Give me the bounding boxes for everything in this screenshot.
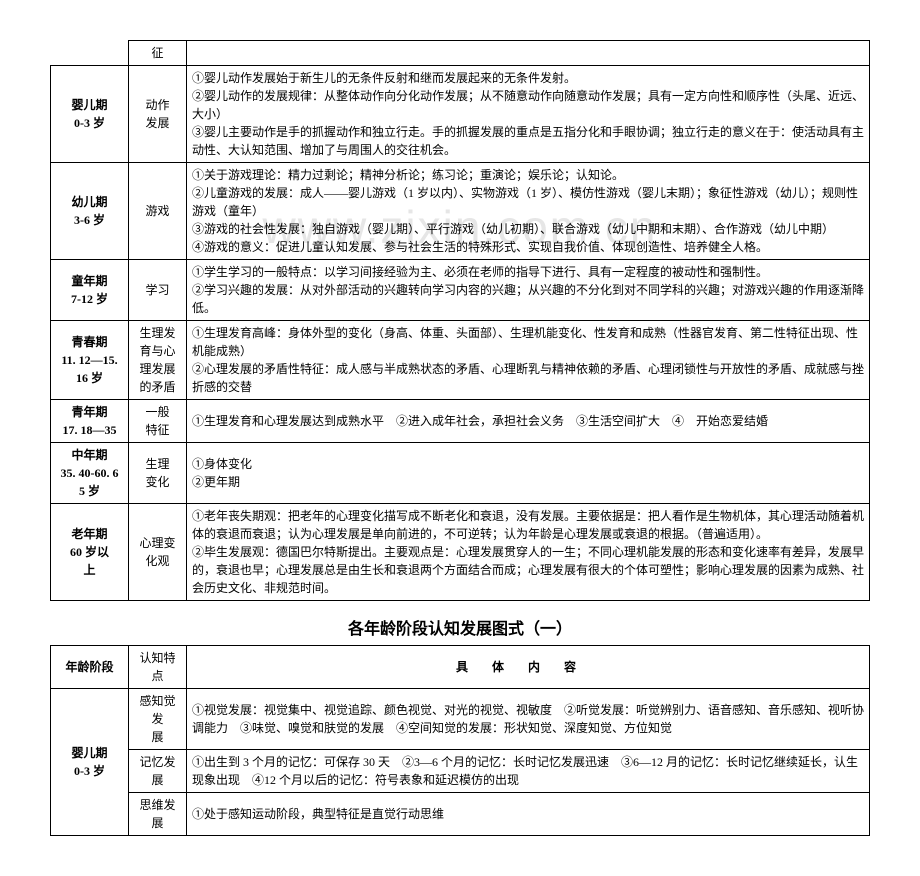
topic-cell: 思维发展: [129, 793, 187, 836]
stage-cell: 幼儿期3-6 岁: [51, 163, 129, 260]
stage-cell: 婴儿期0-3 岁: [51, 66, 129, 163]
table-row: 幼儿期3-6 岁 游戏 ①关于游戏理论：精力过剩论；精神分析论；练习论；重演论；…: [51, 163, 870, 260]
table-row: 婴儿期0-3 岁 感知觉发展 ①视觉发展：视觉集中、视觉追踪、颜色视觉、对光的视…: [51, 689, 870, 750]
topic-cell: 动作发展: [129, 66, 187, 163]
topic-cell: 心理变化观: [129, 504, 187, 601]
header-topic: 认知特点: [129, 646, 187, 689]
stage-cell: 老年期60 岁以上: [51, 504, 129, 601]
content-cell: ①出生到 3 个月的记忆：可保存 30 天 ②3—6 个月的记忆：长时记忆发展迅…: [187, 750, 870, 793]
table-header-row: 年龄阶段 认知特点 具体内容: [51, 646, 870, 689]
content-cell: ①视觉发展：视觉集中、视觉追踪、颜色视觉、对光的视觉、视敏度 ②听觉发展：听觉辨…: [187, 689, 870, 750]
content-cell: ①婴儿动作发展始于新生儿的无条件反射和继而发展起来的无条件发射。②婴儿动作的发展…: [187, 66, 870, 163]
development-stages-table: 征 婴儿期0-3 岁 动作发展 ①婴儿动作发展始于新生儿的无条件反射和继而发展起…: [50, 40, 870, 601]
content-cell: ①关于游戏理论：精力过剩论；精神分析论；练习论；重演论；娱乐论；认知论。②儿童游…: [187, 163, 870, 260]
table-row: 青年期17. 18—35 一般特征 ①生理发育和心理发展达到成熟水平 ②进入成年…: [51, 400, 870, 443]
topic-cell: 游戏: [129, 163, 187, 260]
content-cell: ①身体变化②更年期: [187, 443, 870, 504]
cognitive-development-table: 年龄阶段 认知特点 具体内容 婴儿期0-3 岁 感知觉发展 ①视觉发展：视觉集中…: [50, 645, 870, 836]
table-row: 老年期60 岁以上 心理变化观 ①老年丧失期观：把老年的心理变化描写成不断老化和…: [51, 504, 870, 601]
table-row: 思维发展 ①处于感知运动阶段，典型特征是直觉行动思维: [51, 793, 870, 836]
topic-cell: 生理发育与心理发展的矛盾: [129, 321, 187, 400]
topic-cell: 一般特征: [129, 400, 187, 443]
table-row: 青春期11. 12—15.16 岁 生理发育与心理发展的矛盾 ①生理发育高峰：身…: [51, 321, 870, 400]
empty-cell: [51, 41, 129, 66]
section-title: 各年龄阶段认知发展图式（一）: [50, 615, 870, 639]
table-row: 婴儿期0-3 岁 动作发展 ①婴儿动作发展始于新生儿的无条件反射和继而发展起来的…: [51, 66, 870, 163]
topic-cell: 记忆发展: [129, 750, 187, 793]
stage-cell: 婴儿期0-3 岁: [51, 689, 129, 836]
header-content: 具体内容: [187, 646, 870, 689]
table-row: 中年期35. 40-60. 65 岁 生理变化 ①身体变化②更年期: [51, 443, 870, 504]
content-cell: ①生理发育高峰：身体外型的变化（身高、体重、头面部）、生理机能变化、性发育和成熟…: [187, 321, 870, 400]
stage-cell: 青春期11. 12—15.16 岁: [51, 321, 129, 400]
content-cell: ①生理发育和心理发展达到成熟水平 ②进入成年社会，承担社会义务 ③生活空间扩大 …: [187, 400, 870, 443]
content-cell: ①学生学习的一般特点：以学习间接经验为主、必须在老师的指导下进行、具有一定程度的…: [187, 260, 870, 321]
topic-cell: 学习: [129, 260, 187, 321]
content-cell: ①处于感知运动阶段，典型特征是直觉行动思维: [187, 793, 870, 836]
table-row: 征: [51, 41, 870, 66]
content-cell: ①老年丧失期观：把老年的心理变化描写成不断老化和衰退，没有发展。主要依据是：把人…: [187, 504, 870, 601]
topic-cell: 感知觉发展: [129, 689, 187, 750]
stage-cell: 青年期17. 18—35: [51, 400, 129, 443]
topic-cell: 征: [129, 41, 187, 66]
table-row: 记忆发展 ①出生到 3 个月的记忆：可保存 30 天 ②3—6 个月的记忆：长时…: [51, 750, 870, 793]
topic-cell: 生理变化: [129, 443, 187, 504]
table-row: 童年期7-12 岁 学习 ①学生学习的一般特点：以学习间接经验为主、必须在老师的…: [51, 260, 870, 321]
header-stage: 年龄阶段: [51, 646, 129, 689]
content-cell: [187, 41, 870, 66]
stage-cell: 童年期7-12 岁: [51, 260, 129, 321]
stage-cell: 中年期35. 40-60. 65 岁: [51, 443, 129, 504]
